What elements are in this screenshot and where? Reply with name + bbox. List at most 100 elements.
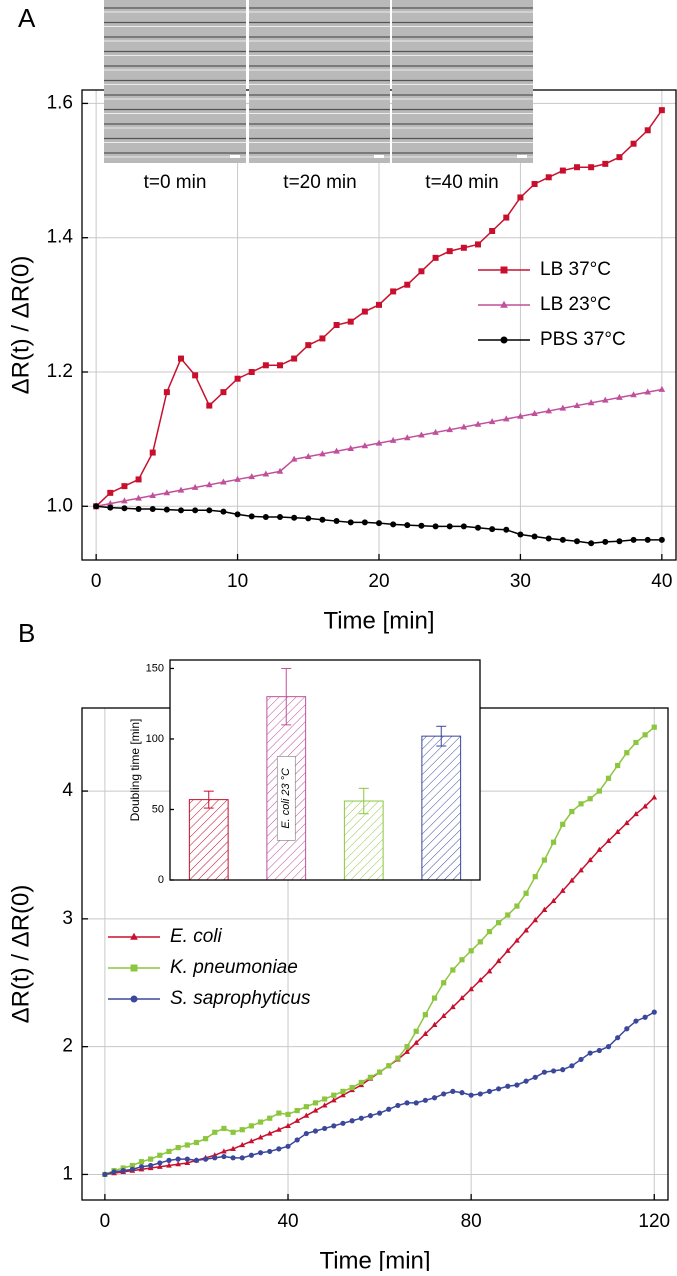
marker	[120, 1168, 126, 1174]
marker	[390, 521, 397, 528]
marker	[651, 1009, 657, 1015]
marker	[633, 739, 639, 746]
marker	[644, 127, 651, 134]
marker	[294, 1137, 300, 1143]
micrograph	[249, 0, 390, 163]
y-tick-label: 50	[152, 803, 164, 815]
legend-label: LB 23°C	[540, 294, 611, 315]
marker	[367, 1074, 374, 1080]
marker	[545, 407, 553, 414]
marker	[623, 819, 630, 826]
marker	[460, 244, 467, 251]
marker	[486, 1088, 493, 1094]
marker	[248, 473, 256, 480]
x-tick-label: 20	[368, 571, 389, 592]
marker	[267, 1148, 273, 1155]
marker	[605, 1044, 612, 1050]
marker	[431, 1021, 438, 1028]
marker	[277, 362, 283, 369]
marker	[206, 402, 213, 409]
marker	[517, 194, 524, 201]
marker	[418, 268, 425, 275]
marker	[431, 995, 438, 1001]
marker	[166, 1162, 172, 1168]
marker	[312, 1100, 319, 1106]
marker	[285, 1122, 291, 1128]
marker	[121, 505, 128, 512]
marker	[644, 536, 651, 543]
marker	[303, 1112, 310, 1118]
marker	[602, 538, 609, 545]
legend-label: K. pneumoniae	[170, 957, 298, 978]
legend-label: E. coli	[170, 926, 223, 947]
marker	[276, 1146, 282, 1152]
marker	[578, 867, 584, 873]
marker	[129, 1166, 135, 1172]
marker	[349, 1084, 355, 1091]
marker	[624, 1026, 630, 1032]
marker	[541, 906, 548, 912]
marker	[514, 937, 520, 943]
micrograph-image	[392, 0, 533, 163]
marker	[220, 389, 227, 396]
marker	[468, 986, 475, 992]
marker	[550, 1068, 557, 1074]
marker	[614, 828, 621, 835]
marker	[358, 1115, 364, 1121]
legend-label: S. saprophyticus	[170, 988, 311, 1009]
marker	[587, 1050, 593, 1056]
marker	[347, 444, 355, 451]
marker	[376, 520, 382, 527]
marker	[574, 538, 580, 545]
marker	[389, 436, 397, 443]
marker	[390, 288, 397, 295]
legend-marker	[130, 932, 138, 940]
marker	[505, 1083, 511, 1089]
marker	[191, 483, 199, 490]
marker	[404, 1048, 410, 1054]
marker	[107, 489, 114, 496]
marker	[605, 775, 612, 781]
micrograph	[392, 0, 533, 163]
marker	[441, 980, 447, 986]
marker	[431, 1095, 438, 1101]
marker	[193, 1157, 200, 1163]
marker	[432, 254, 439, 261]
marker	[413, 1028, 419, 1034]
marker	[616, 393, 623, 400]
marker	[496, 920, 502, 926]
marker	[303, 1130, 309, 1137]
marker	[560, 821, 566, 827]
marker	[230, 1129, 236, 1135]
marker	[163, 389, 170, 396]
marker	[322, 1125, 328, 1132]
marker	[395, 1102, 401, 1109]
marker	[413, 1039, 420, 1045]
marker	[573, 401, 581, 408]
marker	[203, 1156, 209, 1162]
marker	[248, 1123, 254, 1129]
marker	[361, 519, 368, 526]
legend-marker	[130, 995, 138, 1003]
marker	[262, 470, 270, 477]
marker	[340, 1120, 346, 1126]
marker	[178, 355, 184, 362]
micrographs	[104, 0, 533, 163]
marker	[630, 140, 637, 147]
micrograph	[104, 0, 246, 163]
marker	[220, 478, 227, 485]
marker	[184, 1159, 191, 1166]
marker	[422, 1097, 428, 1103]
marker	[642, 803, 648, 809]
marker	[550, 897, 557, 904]
marker	[257, 1150, 264, 1156]
marker	[477, 977, 484, 983]
marker	[305, 515, 312, 522]
marker	[333, 447, 340, 454]
marker	[347, 318, 354, 325]
x-axis-label: Time [min]	[323, 607, 434, 634]
marker	[545, 174, 552, 181]
marker	[616, 538, 623, 545]
marker	[459, 994, 465, 1001]
marker	[234, 511, 241, 518]
